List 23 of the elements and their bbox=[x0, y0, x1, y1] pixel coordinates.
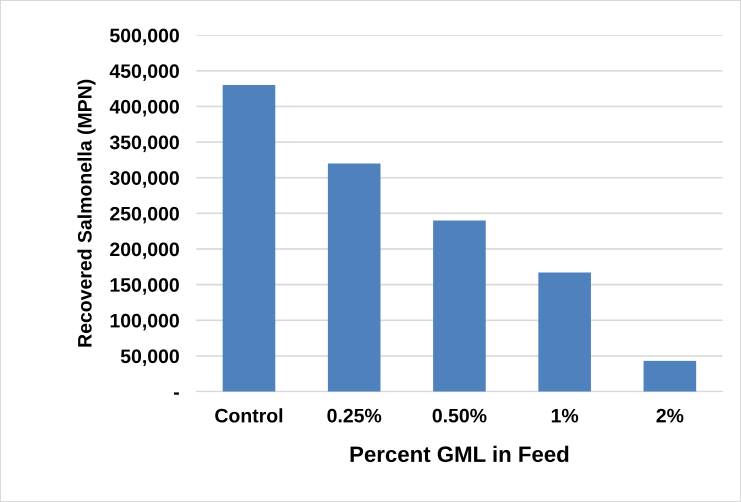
bar bbox=[328, 163, 381, 392]
x-tick-label: 0.25% bbox=[327, 408, 382, 423]
y-tick-label: 100,000 bbox=[110, 314, 179, 330]
y-tick-label: 300,000 bbox=[110, 171, 179, 188]
x-tick-label: 2% bbox=[656, 408, 684, 422]
bar bbox=[644, 360, 696, 392]
y-tick-label: - bbox=[174, 392, 179, 395]
x-tick-label: Control bbox=[215, 408, 282, 423]
y-tick-label: 350,000 bbox=[110, 136, 179, 152]
y-tick-label: 500,000 bbox=[110, 28, 179, 46]
y-axis-title: Recovered Salmonella (MPN) bbox=[77, 80, 96, 347]
y-tick-label: 250,000 bbox=[110, 206, 179, 224]
bar bbox=[222, 85, 276, 392]
bar bbox=[538, 272, 591, 392]
y-tick-label: 50,000 bbox=[120, 349, 179, 366]
y-tick-label: 150,000 bbox=[110, 278, 179, 295]
x-tick-label: 1% bbox=[552, 408, 578, 422]
x-tick-label: 0.50% bbox=[432, 408, 486, 423]
y-tick-label: 400,000 bbox=[110, 100, 179, 116]
y-tick-label: 200,000 bbox=[110, 242, 179, 260]
y-tick-label: 450,000 bbox=[110, 64, 179, 81]
bar bbox=[433, 220, 486, 392]
x-axis-title: Percent GML in Feed bbox=[350, 446, 568, 462]
